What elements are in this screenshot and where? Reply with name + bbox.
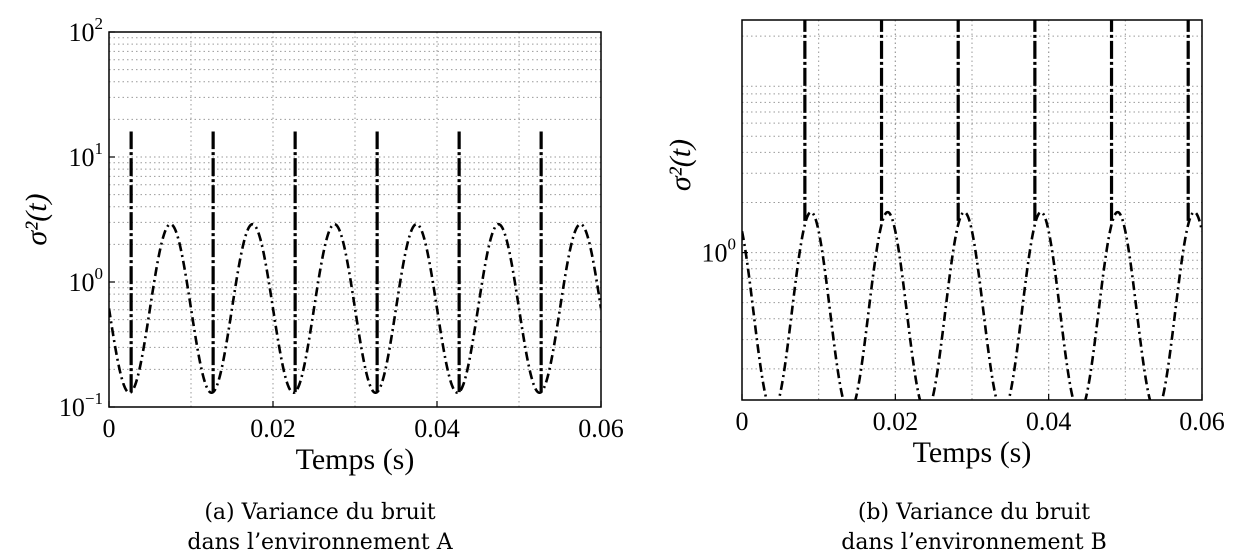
- x-axis-label: Temps (s): [296, 443, 415, 476]
- y-axis-label: σ²(t): [20, 193, 53, 245]
- x-tick-label: 0: [736, 407, 749, 436]
- y-tick-label: 10−1: [59, 389, 103, 422]
- series-line: [109, 222, 601, 395]
- caption-a-line-2: dans l’environnement A: [187, 530, 453, 555]
- x-tick-label: 0.02: [873, 407, 919, 436]
- x-tick-label: 0.04: [1026, 407, 1072, 436]
- y-axis-label: σ²(t): [664, 139, 697, 191]
- caption-a: (a) Variance du bruit dans l’environneme…: [130, 498, 510, 558]
- axes-frame: [108, 31, 602, 408]
- series-line: [742, 210, 1202, 400]
- x-tick-label: 0.02: [250, 414, 296, 443]
- y-tick-label: 100: [69, 264, 104, 297]
- x-axis-label: Temps (s): [913, 436, 1032, 469]
- caption-b-line-1: (b) Variance du bruit: [857, 500, 1091, 525]
- caption-b-line-2: dans l’environnement B: [841, 530, 1107, 555]
- caption-b: (b) Variance du bruit dans l’environneme…: [784, 498, 1164, 558]
- y-tick-label: 101: [69, 139, 104, 172]
- x-tick-label: 0.04: [414, 414, 460, 443]
- plot-a: 0 0.02 0.04 0.06 10−1 100 101 102 Temps (s) σ²(t): [20, 14, 624, 476]
- x-tick-label: 0.06: [578, 414, 624, 443]
- y-tick-label: 102: [69, 14, 104, 47]
- x-tick-label: 0: [103, 414, 116, 443]
- plot-b: 0 0.02 0.04 0.06 100 Temps (s) σ²(t): [664, 19, 1225, 469]
- grid: [109, 32, 601, 407]
- caption-a-line-1: (a) Variance du bruit: [204, 500, 436, 525]
- x-tick-label: 0.06: [1179, 407, 1225, 436]
- y-tick-label: 100: [702, 235, 737, 268]
- grid: [742, 20, 1202, 400]
- axes-frame: [741, 19, 1203, 401]
